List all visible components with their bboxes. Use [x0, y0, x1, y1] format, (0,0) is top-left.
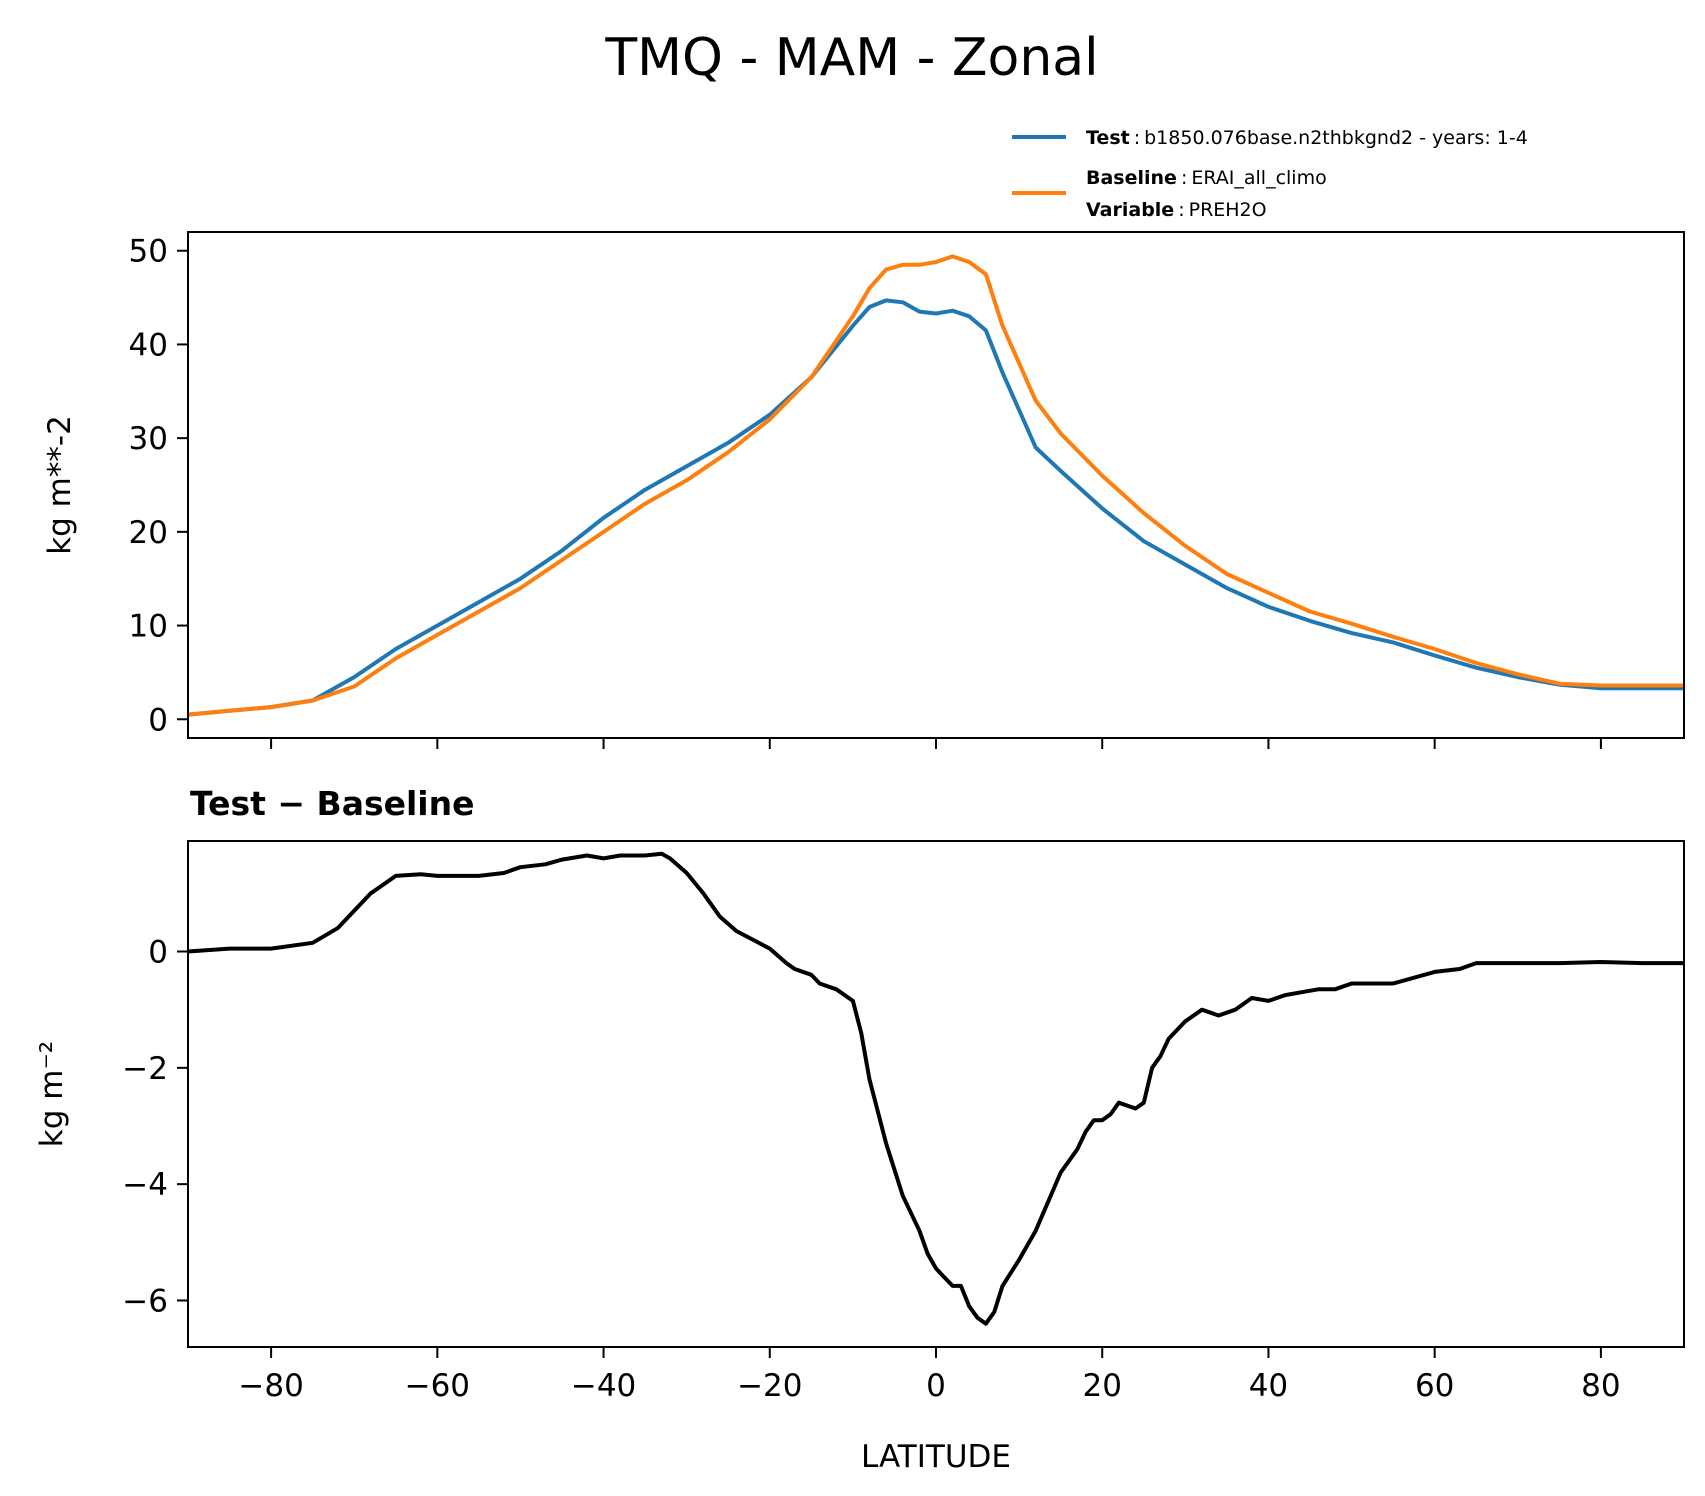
legend-variable-text: Variable: PREH2O: [1086, 199, 1267, 221]
bottom-y-axis-label: kg m⁻²: [34, 1041, 70, 1147]
top-series-group: [187, 254, 1684, 717]
bottom-xtick-label: 0: [926, 1368, 946, 1404]
top-ytick-label: 30: [129, 421, 168, 457]
legend-test-text: Test: b1850.076base.n2thbkgnd2 - years: 1…: [1086, 127, 1528, 149]
top-xticks: [270, 738, 1602, 749]
legend-test-value: b1850.076base.n2thbkgnd2 - years: 1-4: [1144, 127, 1528, 149]
top-ytick-label: 50: [129, 234, 168, 270]
top-yticks: 0 10 20 30 40 50: [129, 234, 188, 738]
bottom-xtick-label: −80: [238, 1368, 303, 1404]
top-series-line-test: [187, 298, 1684, 717]
bottom-xtick-label: 40: [1249, 1368, 1288, 1404]
bottom-x-axis-label: LATITUDE: [861, 1439, 1011, 1475]
bottom-series-group: [187, 851, 1684, 1326]
bottom-xticks: −80 −60 −40 −20 0 20 40 60 80: [238, 1347, 1621, 1404]
bottom-xtick-label: 80: [1581, 1368, 1620, 1404]
bottom-ytick-label: −4: [122, 1167, 168, 1203]
legend-variable-sep: :: [1178, 199, 1184, 221]
bottom-panel: Test − Baseline −80 −60 −40 −20 0 20 40 60 80 0−…: [34, 784, 1685, 1475]
bottom-ytick-label: −2: [122, 1051, 168, 1087]
top-y-axis-label: kg m**-2: [42, 415, 78, 555]
top-ytick-label: 40: [129, 327, 168, 363]
bottom-xtick-label: −60: [405, 1368, 470, 1404]
legend-variable-value: PREH2O: [1189, 199, 1267, 221]
top-ytick-label: 10: [129, 609, 168, 645]
top-ytick-label: 0: [148, 702, 168, 738]
bottom-ytick-label: −6: [122, 1283, 168, 1319]
bottom-ytick-label: 0: [148, 935, 168, 971]
legend-baseline-value: ERAI_all_climo: [1191, 167, 1326, 189]
legend-baseline-text: Baseline: ERAI_all_climo: [1086, 167, 1327, 189]
top-panel: 0 10 20 30 40 50 kg m**-2: [42, 231, 1685, 749]
bottom-xtick-label: 60: [1415, 1368, 1454, 1404]
legend-baseline-sep: :: [1181, 167, 1187, 189]
top-ytick-label: 20: [129, 515, 168, 551]
bottom-yticks: 0 −2 −4 −6: [122, 935, 188, 1319]
chart-title: TMQ - MAM - Zonal: [604, 28, 1098, 88]
bottom-xtick-label: −20: [737, 1368, 802, 1404]
legend-baseline-key: Baseline: [1086, 167, 1177, 189]
legend-variable-key: Variable: [1086, 199, 1174, 221]
legend-test-key: Test: [1086, 127, 1130, 149]
bottom-xtick-label: −40: [571, 1368, 636, 1404]
bottom-series-line-test-baseline: [187, 851, 1684, 1326]
legend: Test: b1850.076base.n2thbkgnd2 - years: 1…: [1012, 127, 1528, 221]
bottom-xtick-label: 20: [1082, 1368, 1121, 1404]
top-series-line-baseline: [187, 254, 1684, 717]
bottom-panel-title: Test − Baseline: [190, 784, 475, 823]
legend-test-sep: :: [1134, 127, 1140, 149]
